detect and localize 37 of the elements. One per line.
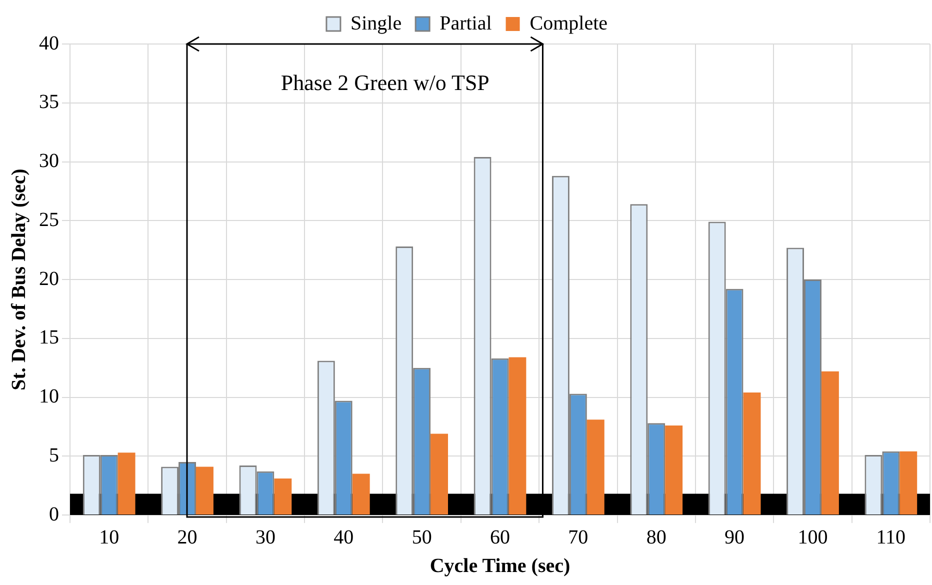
y-tick-label: 25 <box>39 208 59 231</box>
x-tick-label: 110 <box>876 526 906 548</box>
x-tick-label: 30 <box>255 526 276 548</box>
bar <box>274 478 292 514</box>
bar <box>743 392 761 514</box>
x-tick-label: 70 <box>568 526 588 548</box>
y-axis-title: St. Dev. of Bus Delay (sec) <box>8 168 30 390</box>
x-axis-title: Cycle Time (sec) <box>430 555 570 578</box>
bar <box>430 434 448 514</box>
bar <box>665 426 683 514</box>
bar <box>352 474 370 514</box>
y-tick-label: 40 <box>39 32 59 54</box>
x-tick-label: 80 <box>646 526 666 548</box>
x-tick-label: 100 <box>798 526 828 548</box>
y-tick-label: 15 <box>39 326 59 349</box>
bar <box>508 357 526 514</box>
bar <box>118 452 136 514</box>
y-tick-label: 20 <box>39 268 59 290</box>
legend-label: Partial <box>440 12 492 34</box>
x-tick-label: 10 <box>99 526 120 548</box>
annotation: Phase 2 Green w/o TSP <box>280 70 490 95</box>
bar <box>586 420 604 514</box>
x-tick-label: 20 <box>177 526 198 548</box>
x-tick-label: 60 <box>490 526 510 548</box>
y-tick-label: 10 <box>39 386 59 408</box>
bar <box>821 371 839 514</box>
y-tick-label: 5 <box>49 444 59 466</box>
bar <box>196 466 214 514</box>
y-tick-label: 0 <box>49 503 59 526</box>
x-tick-label: 90 <box>724 526 745 548</box>
x-tick-label: 50 <box>412 526 432 548</box>
legend-label: Single <box>350 12 402 34</box>
x-tick-label: 40 <box>334 526 354 548</box>
y-tick-label: 35 <box>39 91 59 114</box>
bar <box>900 451 918 514</box>
legend-label: Complete <box>530 12 608 34</box>
y-tick-label: 30 <box>39 150 59 172</box>
